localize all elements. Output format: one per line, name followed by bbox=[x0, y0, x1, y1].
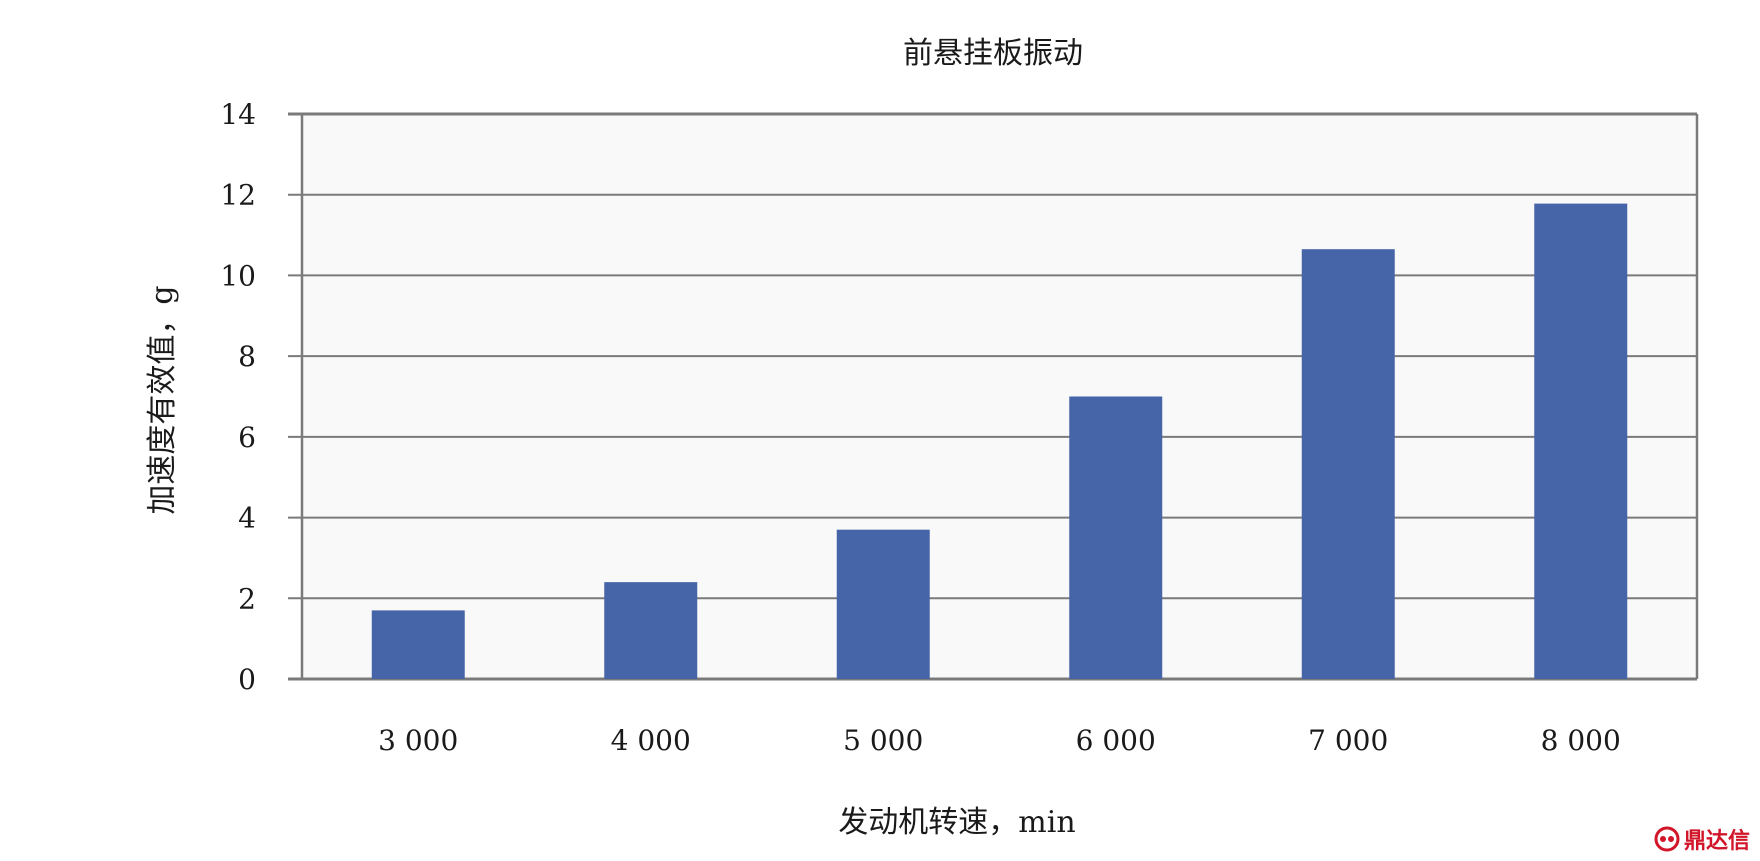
bars bbox=[371, 203, 1628, 680]
y-tick-label: 8 bbox=[238, 340, 256, 373]
watermark-logo-icon bbox=[1654, 826, 1680, 852]
chart-title: 前悬挂板振动 bbox=[903, 36, 1083, 71]
y-tick-label: 0 bbox=[238, 663, 256, 696]
y-tick-label: 6 bbox=[238, 421, 256, 454]
x-tick-label: 4 000 bbox=[611, 724, 691, 757]
y-tick-label: 14 bbox=[220, 98, 256, 131]
x-tick-label: 8 000 bbox=[1541, 724, 1621, 757]
x-tick-label: 7 000 bbox=[1308, 724, 1388, 757]
y-tick-label: 12 bbox=[220, 179, 256, 212]
gridlines bbox=[288, 112, 1697, 681]
y-axis-title: 加速度有效值，g bbox=[145, 285, 180, 514]
x-tick-label: 3 000 bbox=[378, 724, 458, 757]
watermark: 鼎达信 bbox=[1654, 823, 1750, 855]
bar bbox=[604, 582, 698, 679]
x-tick-label: 5 000 bbox=[843, 724, 923, 757]
bar bbox=[836, 529, 930, 679]
bar bbox=[371, 610, 465, 679]
y-tick-label: 2 bbox=[238, 582, 256, 615]
x-tick-label: 6 000 bbox=[1076, 724, 1156, 757]
y-tick-labels: 0 2 4 6 8 10 12 14 bbox=[220, 98, 256, 696]
x-tick-labels: 3 000 4 000 5 000 6 000 7 000 8 000 bbox=[378, 724, 1621, 757]
bar bbox=[1069, 396, 1163, 679]
y-tick-label: 10 bbox=[220, 259, 256, 292]
x-axis-title: 发动机转速，min bbox=[838, 805, 1075, 840]
bar bbox=[1301, 249, 1395, 680]
plot-area bbox=[302, 114, 1697, 679]
bar bbox=[1534, 203, 1628, 680]
y-tick-label: 4 bbox=[238, 502, 256, 535]
watermark-text: 鼎达信 bbox=[1683, 829, 1750, 854]
